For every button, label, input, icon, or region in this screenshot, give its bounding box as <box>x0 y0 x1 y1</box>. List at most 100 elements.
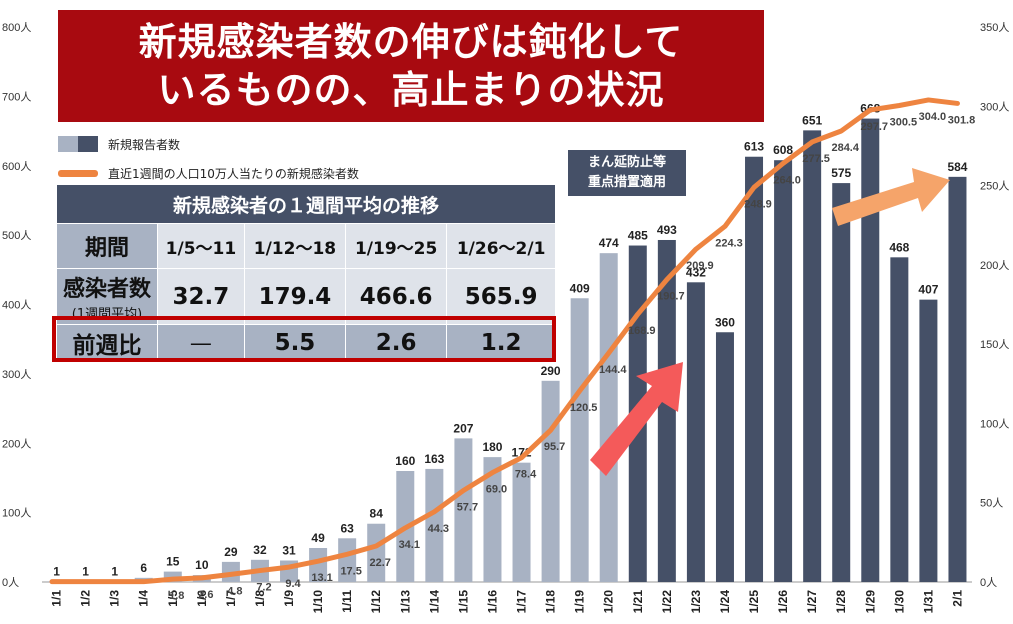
bar <box>832 183 851 582</box>
bar-value-label: 1 <box>111 564 118 578</box>
bar <box>774 160 793 582</box>
line-value-label: 17.5 <box>340 565 361 577</box>
legend-bars: 新規報告者数 <box>58 133 359 155</box>
cases-2: 179.4 <box>243 268 347 325</box>
y-left-tick-label: 100人 <box>2 507 31 520</box>
bar-value-label: 613 <box>744 140 764 154</box>
cases-label: 感染者数 <box>62 277 151 302</box>
line-value-label: 78.4 <box>515 469 537 481</box>
y-right-tick-label: 150人 <box>980 338 1009 351</box>
x-tick-label: 1/7 <box>224 590 238 607</box>
line-value-label: 44.3 <box>428 523 449 535</box>
bar <box>367 523 386 582</box>
bar-value-label: 584 <box>947 160 967 174</box>
bar-value-label: 84 <box>370 507 384 521</box>
x-tick-label: 1/8 <box>253 590 267 607</box>
bar-value-label: 172 <box>512 446 532 460</box>
y-left-tick-label: 200人 <box>2 437 31 450</box>
y-right-tick-label: 0人 <box>980 576 997 589</box>
headline-line2: いるものの、高止まりの状況 <box>157 68 665 112</box>
x-tick-label: 1/19 <box>573 590 587 614</box>
x-tick-label: 1/16 <box>485 590 499 614</box>
ratio-highlight-frame <box>52 316 556 362</box>
bar <box>657 239 676 582</box>
x-tick-label: 1/31 <box>921 590 935 614</box>
bar <box>541 380 560 582</box>
cases-3: 466.6 <box>345 268 448 325</box>
line-value-label: 300.5 <box>890 116 918 128</box>
cases-4: 565.9 <box>446 268 556 325</box>
x-tick-label: 1/9 <box>282 590 296 607</box>
y-right-tick-label: 300人 <box>980 100 1009 113</box>
y-left-tick-label: 700人 <box>2 90 31 103</box>
bar <box>599 253 618 582</box>
x-tick-label: 1/23 <box>689 590 703 614</box>
bar <box>338 538 357 582</box>
legend-line: 直近1週間の人口10万人当たりの新規感染者数 <box>58 162 359 184</box>
x-tick-label: 2/1 <box>950 590 964 607</box>
legend-bars-label: 新規報告者数 <box>108 137 181 152</box>
x-tick-label: 1/21 <box>631 590 645 614</box>
line-value-label: 284.4 <box>831 142 859 154</box>
headline-box: 新規感染者数の伸びは鈍化して いるものの、高止まりの状況 <box>58 10 764 122</box>
y-right-tick-label: 200人 <box>980 259 1009 272</box>
legend-line-label: 直近1週間の人口10万人当たりの新規感染者数 <box>108 166 359 181</box>
bar-value-label: 31 <box>282 543 296 557</box>
bar <box>890 257 909 582</box>
line-value-label: 13.1 <box>311 572 332 584</box>
line-value-label: 120.5 <box>570 402 598 414</box>
line-value-label: 7.2 <box>256 582 271 594</box>
bar <box>686 282 705 582</box>
line-value-label: 277.5 <box>802 153 830 165</box>
y-right-tick-label: 250人 <box>980 180 1009 193</box>
line-value-label: 4.8 <box>227 585 242 597</box>
x-tick-label: 1/18 <box>544 590 558 614</box>
line-value-label: 34.1 <box>399 539 420 551</box>
ratio-2: 5.5 <box>243 324 347 362</box>
line-value-label: 209.9 <box>686 260 714 272</box>
bar-value-label: 1 <box>82 564 89 578</box>
headline-line1: 新規感染者数の伸びは鈍化して <box>138 20 684 64</box>
bar <box>570 298 589 582</box>
x-tick-label: 1/27 <box>805 590 819 614</box>
bar-value-label: 360 <box>715 315 735 329</box>
bar <box>715 332 734 582</box>
y-left-tick-label: 500人 <box>2 229 31 242</box>
bar-value-label: 409 <box>570 281 590 295</box>
bar-value-label: 485 <box>628 229 648 243</box>
cases-label-cell: 感染者数 (1週間平均) <box>56 268 158 325</box>
x-tick-label: 1/5 <box>166 590 180 607</box>
ratio-4: 1.2 <box>446 324 556 362</box>
y-right-tick-label: 50人 <box>980 497 1003 510</box>
x-tick-label: 1/4 <box>137 590 151 607</box>
bar-value-label: 651 <box>802 113 822 127</box>
x-tick-label: 1/12 <box>369 590 383 614</box>
bar <box>309 548 328 582</box>
x-tick-label: 1/22 <box>660 590 674 614</box>
bar-value-label: 160 <box>395 454 415 468</box>
ratio-label: 前週比 <box>56 324 158 362</box>
x-tick-label: 1/28 <box>834 590 848 614</box>
line-value-label: 224.3 <box>715 237 743 249</box>
ratio-3: 2.6 <box>345 324 448 362</box>
line-value-label: 69.0 <box>486 484 507 496</box>
bar-value-label: 575 <box>831 166 851 180</box>
line-value-label: 304.0 <box>919 111 947 123</box>
red-trend-arrow <box>590 362 683 476</box>
bar-value-label: 163 <box>424 452 444 466</box>
bar <box>919 299 938 582</box>
bar-value-label: 407 <box>918 283 938 297</box>
x-tick-label: 1/14 <box>427 590 441 614</box>
x-tick-label: 1/3 <box>108 590 122 607</box>
bar <box>512 462 531 582</box>
period-1: 1/5～11 <box>157 223 245 269</box>
y-left-tick-label: 0人 <box>2 576 19 589</box>
weekly-average-table: 新規感染者の１週間平均の推移 期間 1/5～11 1/12～18 1/19～25… <box>56 184 556 362</box>
y-left-tick-label: 400人 <box>2 299 31 312</box>
bar-value-label: 432 <box>686 265 706 279</box>
line-value-label: 9.4 <box>285 578 301 590</box>
y-right-tick-label: 350人 <box>980 21 1009 34</box>
line-value-label: 57.7 <box>457 502 478 514</box>
